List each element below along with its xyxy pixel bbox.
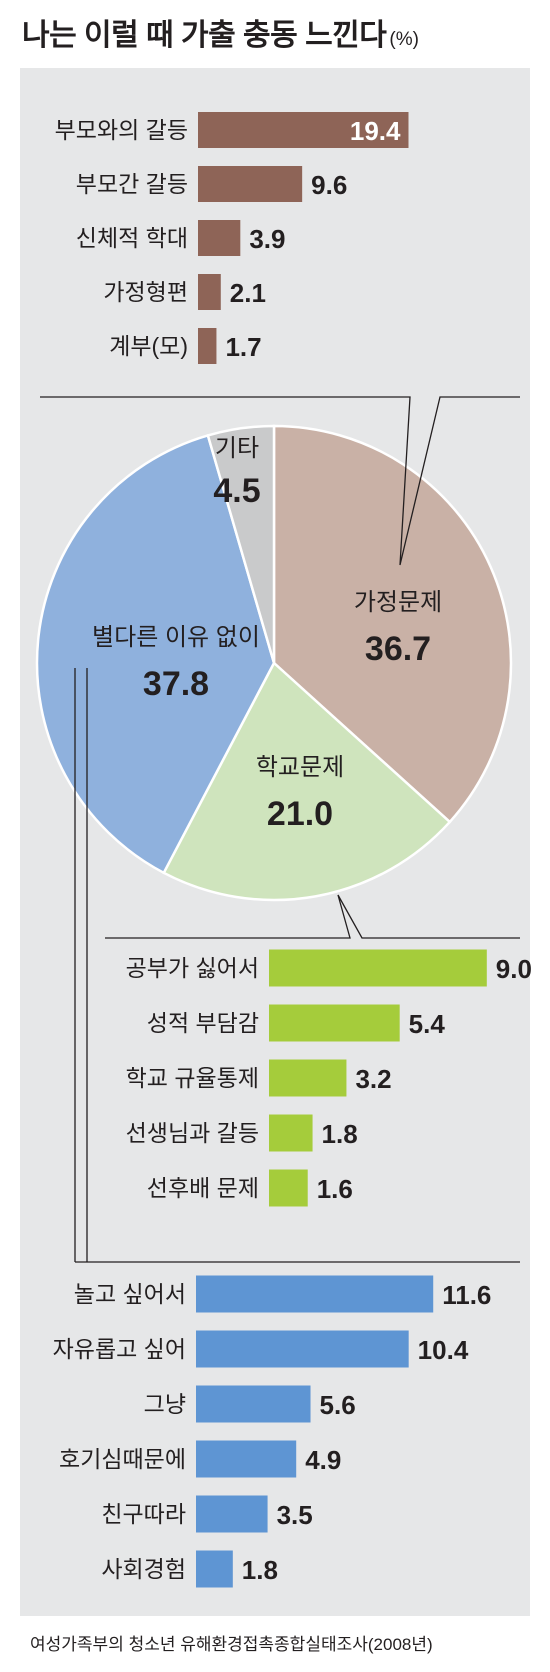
bar-label-school-4: 선생님과 갈등 [126, 1120, 259, 1146]
bar-none-5 [196, 1495, 268, 1533]
pie-label-etc: 기타 [215, 435, 259, 462]
pie-slice-etc [206, 424, 276, 664]
bar-label-none-2: 자유롭고 싶어 [53, 1336, 186, 1362]
bar-value-home-3: 3.9 [249, 224, 285, 254]
connector-home [40, 396, 520, 566]
bar-home-3 [198, 220, 241, 256]
bar-none-2 [196, 1330, 409, 1368]
bar-value-school-3: 3.2 [355, 1064, 391, 1094]
pie-label-home: 가정문제 [354, 589, 442, 616]
source-note: 여성가족부의 청소년 유해환경접촉종합실태조사(2008년) [30, 1635, 433, 1654]
bar-school-4 [269, 1114, 313, 1152]
bar-none-6 [196, 1550, 233, 1588]
bar-home-5 [198, 328, 217, 364]
bar-value-none-5: 3.5 [277, 1500, 313, 1530]
pie-value-none: 37.8 [143, 665, 209, 703]
title-row: 나는 이럴 때 가출 충동 느낀다 (%) [22, 10, 419, 54]
bar-value-home-1: 19.4 [350, 116, 401, 146]
bar-label-none-4: 호기심때문에 [59, 1446, 186, 1472]
bar-value-none-1: 11.6 [442, 1280, 491, 1310]
bar-school-3 [269, 1059, 347, 1097]
bar-label-home-2: 부모간 갈등 [76, 171, 188, 197]
bar-home-2 [198, 166, 303, 202]
connector-school [105, 894, 520, 939]
pie-value-school: 21.0 [267, 795, 333, 833]
bar-label-home-4: 가정형편 [103, 279, 188, 305]
bar-label-none-6: 사회경험 [101, 1556, 186, 1582]
bar-none-1 [196, 1275, 434, 1313]
bar-label-school-5: 선후배 문제 [147, 1175, 259, 1201]
bar-home-1 [198, 112, 409, 148]
pie-label-none: 별다른 이유 없이 [92, 624, 260, 651]
bar-value-home-5: 1.7 [225, 332, 261, 362]
bar-label-home-3: 신체적 학대 [76, 225, 188, 251]
bar-school-1 [269, 949, 487, 987]
bar-label-school-3: 학교 규율통제 [126, 1065, 259, 1091]
pie-value-home: 36.7 [365, 630, 431, 668]
bar-value-school-2: 5.4 [409, 1009, 446, 1039]
pie-slice-none [35, 433, 276, 875]
unit-label: (%) [389, 29, 419, 50]
bar-value-none-6: 1.8 [242, 1555, 278, 1585]
bar-label-none-5: 친구따라 [101, 1501, 186, 1527]
bar-home-4 [198, 274, 221, 310]
bar-label-school-1: 공부가 싫어서 [126, 955, 259, 981]
bar-value-home-2: 9.6 [311, 170, 347, 200]
pie-slice-home [272, 424, 513, 824]
bar-label-none-3: 그냥 [144, 1391, 186, 1417]
bar-value-none-4: 4.9 [305, 1445, 341, 1475]
bar-none-4 [196, 1440, 297, 1478]
bar-value-school-1: 9.0 [496, 954, 532, 984]
bar-none-3 [196, 1385, 311, 1423]
pie-label-school: 학교문제 [256, 754, 344, 781]
bar-value-school-5: 1.6 [317, 1174, 353, 1204]
bar-value-school-4: 1.8 [322, 1119, 358, 1149]
bar-value-none-3: 5.6 [320, 1390, 356, 1420]
bar-school-5 [269, 1169, 308, 1207]
bar-label-none-1: 놀고 싶어서 [74, 1281, 186, 1307]
pie-slice-school [162, 660, 452, 902]
bar-value-none-2: 10.4 [418, 1335, 469, 1365]
bar-label-home-1: 부모와의 갈등 [55, 117, 188, 143]
pie-value-etc: 4.5 [213, 472, 260, 510]
chart-title: 나는 이럴 때 가출 충동 느낀다 [22, 19, 387, 52]
bar-value-home-4: 2.1 [230, 278, 266, 308]
bar-label-school-2: 성적 부담감 [147, 1010, 259, 1036]
bar-school-2 [269, 1004, 400, 1042]
bar-label-home-5: 계부(모) [109, 333, 188, 359]
